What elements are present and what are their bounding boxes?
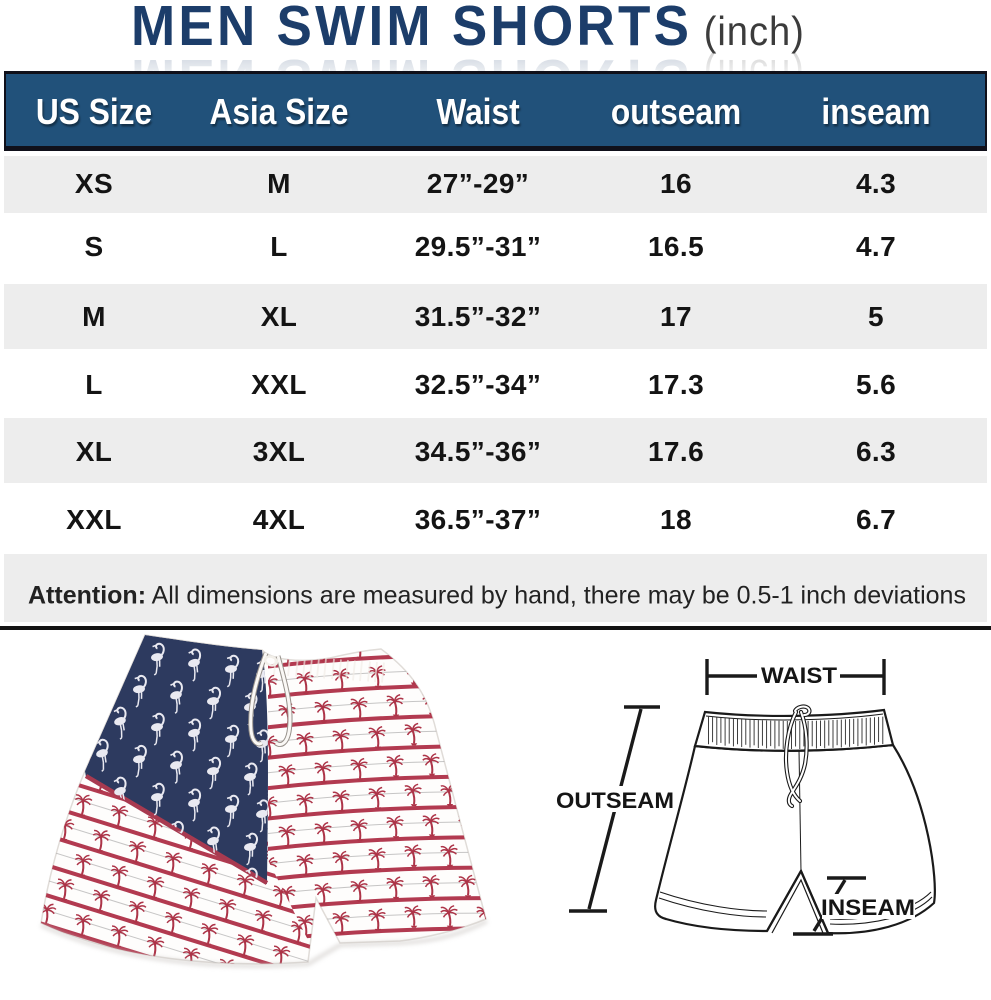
svg-text:INSEAM: INSEAM: [821, 895, 915, 920]
svg-text:WAIST: WAIST: [761, 663, 838, 688]
svg-text:OUTSEAM: OUTSEAM: [556, 788, 674, 813]
